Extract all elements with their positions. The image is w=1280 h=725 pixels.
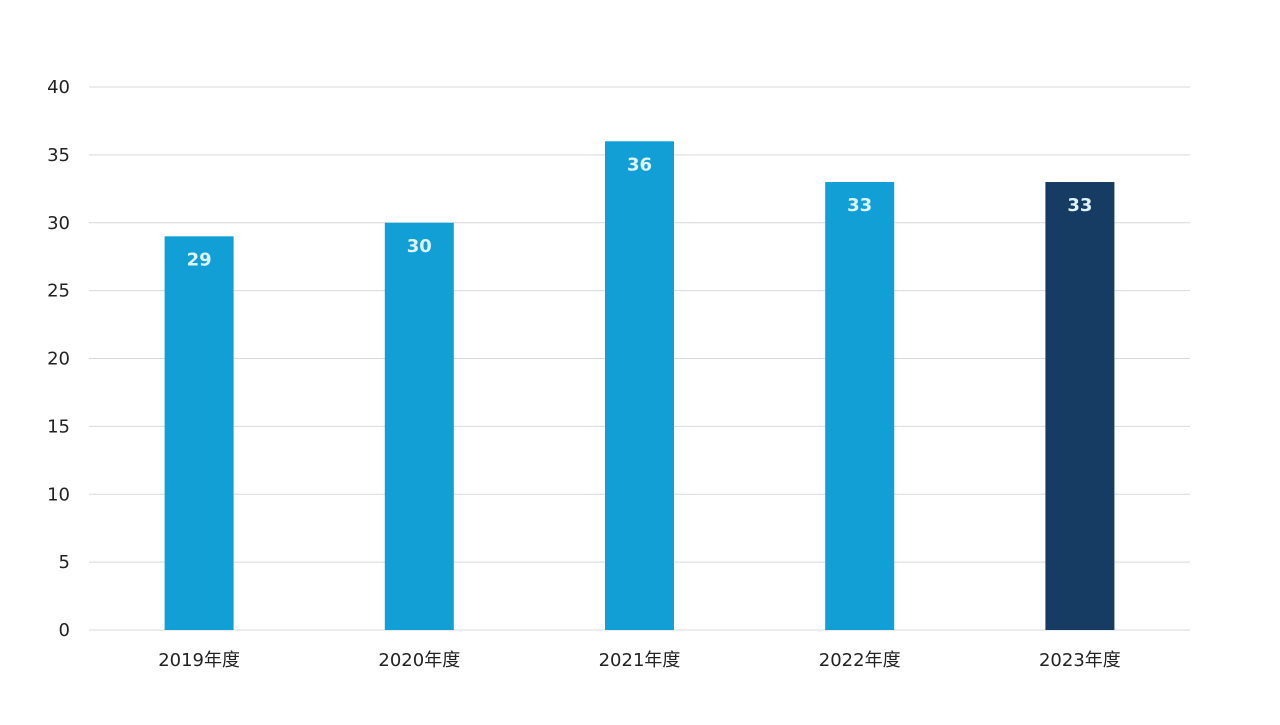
bar (605, 141, 674, 631)
bar-data-label: 30 (407, 236, 432, 257)
y-tick-label: 30 (47, 213, 70, 234)
bar (825, 182, 895, 630)
y-tick-label: 40 (47, 77, 70, 98)
x-category-label: 2022年度 (819, 650, 901, 671)
y-tick-label: 15 (47, 416, 70, 437)
bar (1045, 182, 1115, 630)
bars (164, 141, 1115, 631)
bar-data-labels: 29 30 36 33 33 (187, 154, 1093, 270)
y-tick-label: 0 (59, 620, 70, 641)
y-tick-label: 20 (47, 349, 70, 370)
y-axis-ticks: 0 5 10 15 20 25 30 35 40 (47, 77, 70, 641)
x-category-label: 2020年度 (378, 650, 460, 671)
x-category-label: 2023年度 (1039, 650, 1121, 671)
x-axis-categories: 2019年度 2020年度 2021年度 2022年度 2023年度 (158, 650, 1121, 671)
bar (384, 222, 454, 630)
bar (164, 236, 234, 630)
y-tick-label: 10 (47, 484, 70, 505)
x-category-label: 2019年度 (158, 650, 240, 671)
y-tick-label: 35 (47, 145, 70, 166)
bar-data-label: 36 (627, 154, 652, 175)
y-tick-label: 5 (59, 552, 70, 573)
bar-data-label: 33 (847, 195, 872, 216)
y-tick-label: 25 (47, 281, 70, 302)
x-category-label: 2021年度 (599, 650, 681, 671)
bar-data-label: 29 (187, 249, 212, 270)
bar-data-label: 33 (1067, 195, 1092, 216)
